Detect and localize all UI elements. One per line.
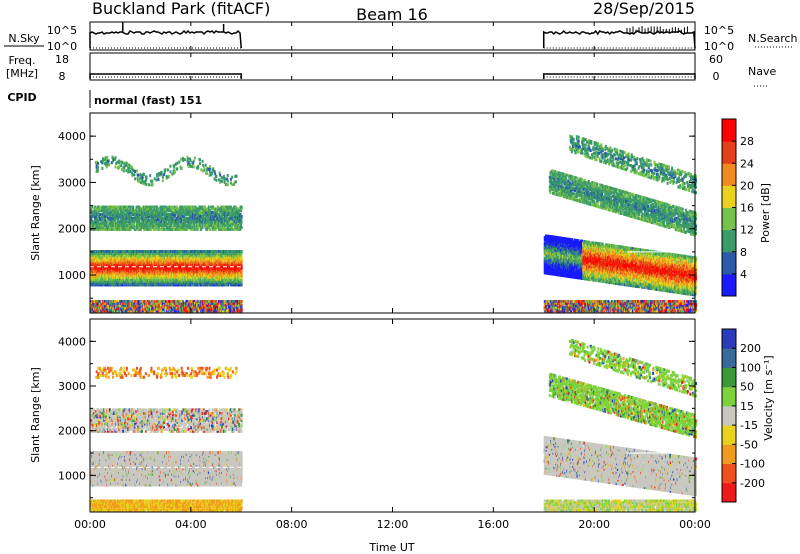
velocity-cbar-swatch: [722, 387, 736, 407]
velocity-cbar-tick: -50: [740, 438, 758, 451]
velocity-cbar-swatch: [722, 425, 736, 445]
velocity-cbar-swatch: [722, 444, 736, 464]
power-cbar-tick: 4: [740, 268, 747, 281]
nsky-label: N.Sky: [8, 32, 40, 45]
velocity-cbar-swatch: [722, 348, 736, 368]
freq-panel: Freq. [MHz] 18 8 60 0 Nave: [6, 53, 777, 86]
x-tick-label: 12:00: [377, 518, 409, 531]
power-cbar-tick: 12: [740, 224, 754, 237]
cpid-label: CPID: [7, 91, 36, 104]
power-cbar-swatch: [722, 252, 736, 275]
power-cbar-tick: 28: [740, 135, 754, 148]
y-tick-label: 1000: [58, 469, 86, 482]
date-label: 28/Sep/2015: [593, 0, 695, 18]
x-axis-label: Time UT: [368, 541, 414, 554]
velocity-cbar-swatch: [722, 483, 736, 503]
power-panel: Slant Range [km] 1000 2000 3000 4000: [29, 113, 697, 313]
velocity-ylabel: Slant Range [km]: [29, 367, 42, 463]
y-tick-label: 3000: [58, 176, 86, 189]
noise-right-bottom: 10^0: [704, 40, 734, 53]
power-cbar-swatch: [722, 208, 736, 231]
radar-title: Buckland Park (fitACF): [92, 0, 270, 18]
velocity-cbar-swatch: [722, 464, 736, 484]
velocity-cbar-label: Velocity [m s⁻¹]: [762, 355, 775, 440]
power-colorbar: 4 8 12 16 20 24 28 Power [dB]: [722, 119, 772, 297]
power-cbar-swatch: [722, 185, 736, 208]
x-tick-label: 00:00: [74, 518, 106, 531]
power-cbar-swatch: [722, 274, 736, 297]
power-cbar-tick: 16: [740, 202, 754, 215]
velocity-cbar-tick: 50: [740, 381, 754, 394]
y-tick-label: 4000: [58, 130, 86, 143]
freq-label: Freq.: [8, 54, 35, 67]
power-cbar-swatch: [722, 163, 736, 186]
power-cbar-label: Power [dB]: [759, 183, 772, 243]
velocity-panel: Slant Range [km] 1000 2000 3000 4000: [29, 319, 697, 512]
noise-right-top: 10^5: [704, 24, 734, 37]
radar-figure: Buckland Park (fitACF) Beam 16 28/Sep/20…: [0, 0, 800, 554]
velocity-cbar-swatch: [722, 367, 736, 387]
velocity-cbar-swatch: [722, 329, 736, 349]
cpid-text: normal (fast) 151: [94, 94, 202, 107]
power-cbar-swatch: [722, 141, 736, 164]
power-ylabel: Slant Range [km]: [29, 165, 42, 261]
y-tick-label: 2000: [58, 425, 86, 438]
nave-bottom: 0: [713, 70, 720, 83]
velocity-cbar-tick: -100: [740, 458, 765, 471]
x-tick-label: 08:00: [276, 518, 308, 531]
y-tick-label: 1000: [58, 269, 86, 282]
noise-left-top: 10^5: [47, 24, 77, 37]
freq-bottom: 8: [59, 70, 66, 83]
velocity-cbar-swatch: [722, 406, 736, 426]
velocity-cbar-tick: 15: [740, 400, 754, 413]
noise-left-bottom: 10^0: [47, 40, 77, 53]
beam-label: Beam 16: [356, 5, 428, 24]
y-tick-label: 4000: [58, 335, 86, 348]
velocity-colorbar: 200 100 50 15 -15 -50 -100 -200 Velocity [m s⁻¹…: [722, 329, 775, 503]
noise-trace: [90, 31, 241, 48]
nave-top: 60: [709, 53, 723, 66]
velocity-cbar-tick: 200: [740, 342, 761, 355]
freq-top: 18: [55, 53, 69, 66]
power-cbar-swatch: [722, 119, 736, 142]
x-tick-label: 20:00: [578, 518, 610, 531]
nsearch-label: N.Search: [748, 32, 798, 45]
velocity-cbar-tick: 100: [740, 361, 761, 374]
freq-unit: [MHz]: [6, 67, 38, 80]
x-tick-label: 04:00: [175, 518, 207, 531]
x-tick-label: 00:00: [679, 518, 711, 531]
y-tick-label: 3000: [58, 380, 86, 393]
power-cbar-tick: 20: [740, 179, 754, 192]
power-cbar-tick: 8: [740, 246, 747, 259]
x-tick-label: 16:00: [477, 518, 509, 531]
noise-trace: [544, 31, 695, 48]
velocity-cbar-tick: -15: [740, 419, 758, 432]
nave-label: Nave: [748, 65, 776, 78]
velocity-cbar-tick: -200: [740, 477, 765, 490]
y-tick-label: 2000: [58, 223, 86, 236]
noise-panel: N.Sky 10^5 10^0 10^5 10^0 N.Search: [4, 22, 798, 53]
power-cbar-tick: 24: [740, 157, 754, 170]
power-cbar-swatch: [722, 230, 736, 253]
cpid-panel: CPID normal (fast) 151: [7, 90, 202, 108]
